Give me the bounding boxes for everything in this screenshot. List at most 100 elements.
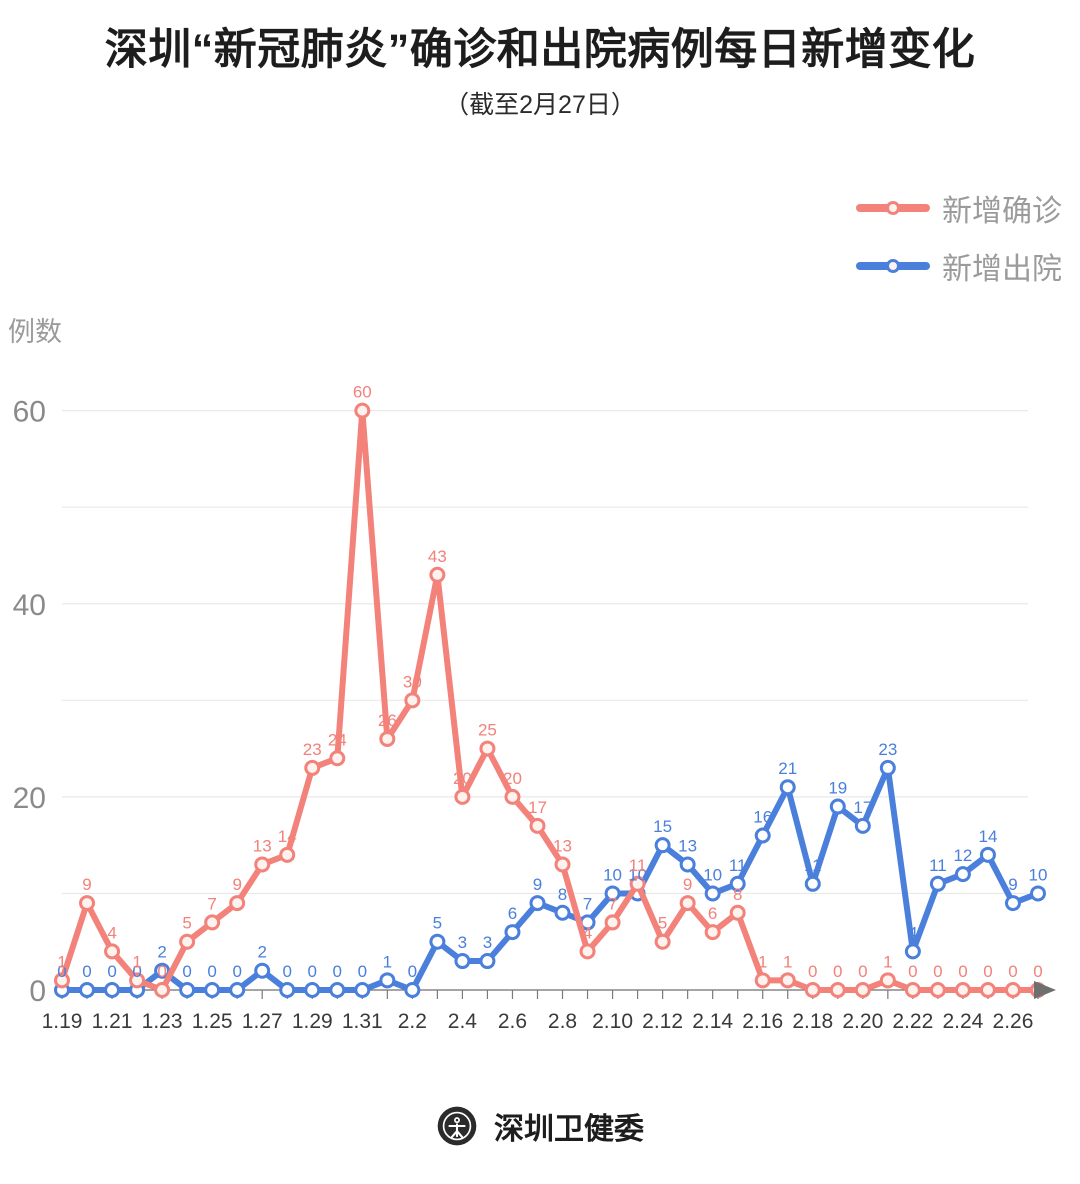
svg-text:4: 4 [908,923,917,942]
svg-text:6: 6 [508,904,517,923]
legend-label-confirmed: 新增确诊 [942,195,1062,228]
data-series [54,402,1046,998]
svg-text:8: 8 [733,885,742,904]
svg-text:13: 13 [553,836,572,855]
svg-text:2.14: 2.14 [692,1010,733,1030]
svg-text:7: 7 [583,894,592,913]
svg-text:0: 0 [408,962,417,981]
x-axis-arrow [1034,981,1056,999]
legend-swatch-discharged [856,259,930,273]
svg-text:0: 0 [908,962,917,981]
svg-text:8: 8 [558,885,567,904]
legend-swatch-confirmed [856,201,930,215]
chart-legend: 新增确诊 新增出院 [856,186,1062,288]
svg-text:4: 4 [107,923,116,942]
svg-text:11: 11 [804,856,822,875]
svg-text:40: 40 [13,589,46,622]
chart-header: 深圳“新冠肺炎”确诊和出院病例每日新增变化 （截至2月27日） [0,0,1080,121]
svg-text:0: 0 [29,975,46,1008]
svg-text:0: 0 [358,962,367,981]
svg-text:6: 6 [708,904,717,923]
svg-text:9: 9 [683,875,692,894]
svg-text:20: 20 [453,769,472,788]
svg-text:23: 23 [878,740,897,759]
svg-text:1: 1 [783,952,792,971]
svg-text:1: 1 [132,952,141,971]
svg-text:0: 0 [232,962,241,981]
svg-text:2.22: 2.22 [892,1010,933,1030]
svg-text:0: 0 [958,962,967,981]
svg-text:0: 0 [132,962,141,981]
svg-text:60: 60 [13,396,46,429]
svg-text:0: 0 [1033,962,1042,981]
svg-text:0: 0 [933,962,942,981]
svg-text:0: 0 [207,962,216,981]
svg-text:0: 0 [1008,962,1017,981]
svg-text:24: 24 [328,730,347,749]
svg-text:2.10: 2.10 [592,1010,633,1030]
svg-text:11: 11 [729,856,747,875]
legend-item-confirmed[interactable]: 新增确诊 [856,186,1062,230]
svg-text:2.18: 2.18 [792,1010,833,1030]
svg-text:9: 9 [1008,875,1017,894]
legend-item-discharged[interactable]: 新增出院 [856,244,1062,288]
y-axis-tick-labels: 0 20 40 60 [13,396,46,1008]
svg-text:14: 14 [278,827,297,846]
page-subtitle: （截至2月27日） [444,91,636,120]
svg-text:14: 14 [978,827,997,846]
svg-text:1: 1 [383,952,392,971]
legend-label-discharged: 新增出院 [942,253,1062,286]
svg-text:7: 7 [608,894,617,913]
svg-text:26: 26 [378,711,397,730]
svg-text:21: 21 [778,759,797,778]
svg-text:30: 30 [403,672,422,691]
svg-text:1.25: 1.25 [192,1010,233,1030]
svg-text:0: 0 [107,962,116,981]
svg-text:1: 1 [57,952,66,971]
svg-text:2.4: 2.4 [448,1010,478,1030]
svg-text:2.12: 2.12 [642,1010,683,1030]
svg-text:0: 0 [833,962,842,981]
svg-text:0: 0 [57,962,66,981]
svg-text:0: 0 [333,962,342,981]
svg-text:0: 0 [858,962,867,981]
svg-text:2.16: 2.16 [742,1010,783,1030]
svg-text:60: 60 [353,383,372,402]
svg-text:0: 0 [182,962,191,981]
svg-text:0: 0 [808,962,817,981]
svg-text:11: 11 [629,856,647,875]
svg-text:10: 10 [628,865,647,884]
svg-text:9: 9 [82,875,91,894]
footer-org-name: 深圳卫健委 [494,1113,644,1146]
svg-text:17: 17 [528,798,547,817]
svg-text:2: 2 [257,943,266,962]
svg-text:1.21: 1.21 [92,1010,133,1030]
svg-text:2.6: 2.6 [498,1010,527,1030]
svg-text:2.24: 2.24 [942,1010,983,1030]
svg-text:0: 0 [983,962,992,981]
svg-text:2.26: 2.26 [993,1010,1034,1030]
svg-text:2.20: 2.20 [842,1010,883,1030]
svg-text:1.23: 1.23 [142,1010,183,1030]
svg-text:23: 23 [303,740,322,759]
svg-text:1: 1 [883,952,892,971]
svg-text:3: 3 [458,933,467,952]
x-axis-tick-labels: 1.19 1.21 1.23 1.25 1.27 1.29 1.31 2.2 2.4 2.6 2.8… [42,1010,1034,1030]
svg-text:3: 3 [483,933,492,952]
svg-text:2.8: 2.8 [548,1010,577,1030]
svg-text:5: 5 [433,914,442,933]
svg-text:1.27: 1.27 [242,1010,283,1030]
svg-text:9: 9 [533,875,542,894]
footer: 深圳卫健委 [0,1104,1080,1148]
svg-text:1: 1 [758,952,767,971]
svg-text:11: 11 [929,856,947,875]
svg-text:5: 5 [182,914,191,933]
svg-text:1.19: 1.19 [42,1010,83,1030]
svg-text:2.2: 2.2 [398,1010,427,1030]
health-commission-badge-icon [437,1106,477,1146]
svg-text:0: 0 [157,962,166,981]
svg-text:10: 10 [1029,865,1048,884]
